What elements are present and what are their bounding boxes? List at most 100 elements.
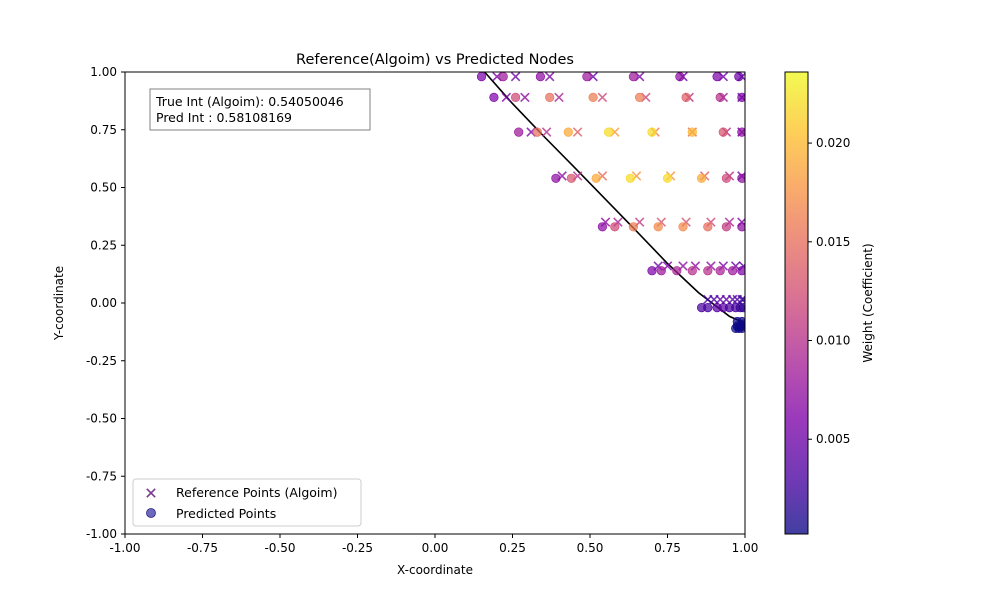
- chart-title: Reference(Algoim) vs Predicted Nodes: [296, 52, 574, 68]
- colorbar-tick-label: 0.010: [816, 334, 850, 348]
- predicted-point: [662, 173, 673, 183]
- reference-point: [554, 92, 564, 103]
- reference-point: [510, 72, 521, 82]
- y-axis-ticks: -1.00 -0.75 -0.50 -0.25 0.00 0.25 0.50 0.75 1.00: [86, 65, 125, 541]
- predicted-point: [610, 222, 620, 232]
- x-axis-label: X-coordinate: [397, 563, 473, 577]
- x-tick-label: 0.50: [577, 541, 604, 555]
- predicted-point: [563, 127, 573, 137]
- predicted-point: [737, 173, 745, 183]
- predicted-point: [696, 173, 707, 183]
- predicted-point: [715, 266, 725, 276]
- predicted-point: [739, 319, 745, 329]
- colorbar: 0.005 0.010 0.015 0.020 Weight (Coefficient…: [784, 71, 875, 535]
- predicted-point: [703, 222, 713, 232]
- x-tick-label: -0.25: [342, 541, 373, 555]
- predicted-point: [712, 72, 722, 82]
- predicted-point: [653, 222, 663, 232]
- x-tick-label: 0.25: [499, 541, 526, 555]
- true-integral-text: True Int (Algoim): 0.54050046: [155, 94, 344, 109]
- y-tick-label: 0.25: [90, 238, 117, 252]
- predicted-point: [532, 127, 542, 137]
- predicted-point: [718, 127, 728, 137]
- predicted-point: [603, 127, 614, 137]
- x-tick-label: -0.50: [264, 541, 295, 555]
- predicted-point: [591, 173, 601, 183]
- predicted-point: [628, 222, 639, 232]
- predicted-point: [734, 72, 744, 82]
- predicted-point: [597, 222, 608, 232]
- predicted-point: [721, 173, 732, 183]
- predicted-point: [727, 266, 738, 276]
- pred-integral-text: Pred Int : 0.58108169: [156, 110, 292, 125]
- predicted-point: [737, 92, 745, 102]
- colorbar-label: Weight (Coefficient): [861, 243, 875, 362]
- y-tick-label: -0.50: [86, 412, 117, 426]
- legend-reference-x: [146, 488, 156, 498]
- x-tick-label: -0.75: [187, 541, 218, 555]
- y-tick-label: 1.00: [90, 65, 117, 79]
- plot-frame: [124, 71, 746, 535]
- legend-frame: [132, 478, 362, 527]
- colorbar-ticks: 0.005 0.010 0.015 0.020: [808, 136, 850, 446]
- predicted-point: [628, 72, 638, 82]
- reference-point: [572, 127, 583, 137]
- predicted-point: [476, 72, 487, 82]
- y-tick-label: 0.75: [90, 123, 117, 137]
- predicted-point: [737, 266, 745, 276]
- reference-point: [597, 92, 608, 103]
- predicted-point: [551, 173, 561, 183]
- y-tick-label: 0.00: [90, 296, 117, 310]
- colorbar-gradient: [785, 72, 808, 534]
- y-tick-label: 0.50: [90, 181, 117, 195]
- predicted-point: [514, 127, 524, 137]
- predicted-point: [687, 266, 697, 276]
- boundary-curve: [484, 72, 745, 324]
- reference-point: [520, 92, 530, 103]
- predicted-point: [489, 92, 499, 102]
- predicted-point: [737, 127, 745, 137]
- predicted-point: [687, 127, 697, 137]
- predicted-point: [715, 92, 725, 102]
- predicted-point: [678, 222, 688, 232]
- y-tick-label: -1.00: [86, 527, 117, 541]
- reference-point: [541, 127, 552, 137]
- legend-reference-marker: [146, 488, 156, 498]
- predicted-point: [625, 173, 635, 183]
- plot-area: [476, 72, 745, 334]
- predicted-point: [582, 72, 592, 82]
- predicted-point: [545, 92, 555, 102]
- colorbar-tick-label: 0.020: [816, 136, 850, 150]
- predicted-point: [535, 72, 545, 82]
- predicted-point: [588, 92, 598, 102]
- predicted-point: [681, 92, 691, 102]
- x-tick-label: -1.00: [109, 541, 140, 555]
- predicted-point: [647, 266, 657, 276]
- colorbar-tick-label: 0.005: [816, 432, 850, 446]
- reference-point: [501, 92, 512, 103]
- x-axis-ticks: -1.00 -0.75 -0.50 -0.25 0.00 0.25 0.50 0.75 1.00: [109, 534, 758, 555]
- x-tick-label: 0.75: [654, 541, 681, 555]
- predicted-point: [634, 92, 645, 102]
- predicted-point: [672, 266, 682, 276]
- predicted-point: [647, 127, 657, 137]
- y-tick-label: -0.25: [86, 354, 117, 368]
- reference-point: [727, 294, 738, 305]
- predicted-point: [703, 303, 713, 313]
- legend: Reference Points (Algoim) Predicted Poin…: [132, 478, 362, 527]
- predicted-point: [510, 92, 521, 102]
- predicted-point: [737, 222, 745, 232]
- reference-point: [738, 294, 745, 305]
- predicted-points-group: [476, 72, 745, 334]
- y-axis-label: Y-coordinate: [52, 266, 66, 341]
- predicted-point: [656, 266, 666, 276]
- legend-predicted-label: Predicted Points: [176, 506, 276, 521]
- legend-predicted-marker: [146, 508, 156, 518]
- predicted-point: [721, 222, 732, 232]
- reference-point: [544, 72, 555, 82]
- predicted-point: [675, 72, 685, 82]
- colorbar-tick-label: 0.015: [816, 235, 850, 249]
- x-tick-label: 1.00: [732, 541, 759, 555]
